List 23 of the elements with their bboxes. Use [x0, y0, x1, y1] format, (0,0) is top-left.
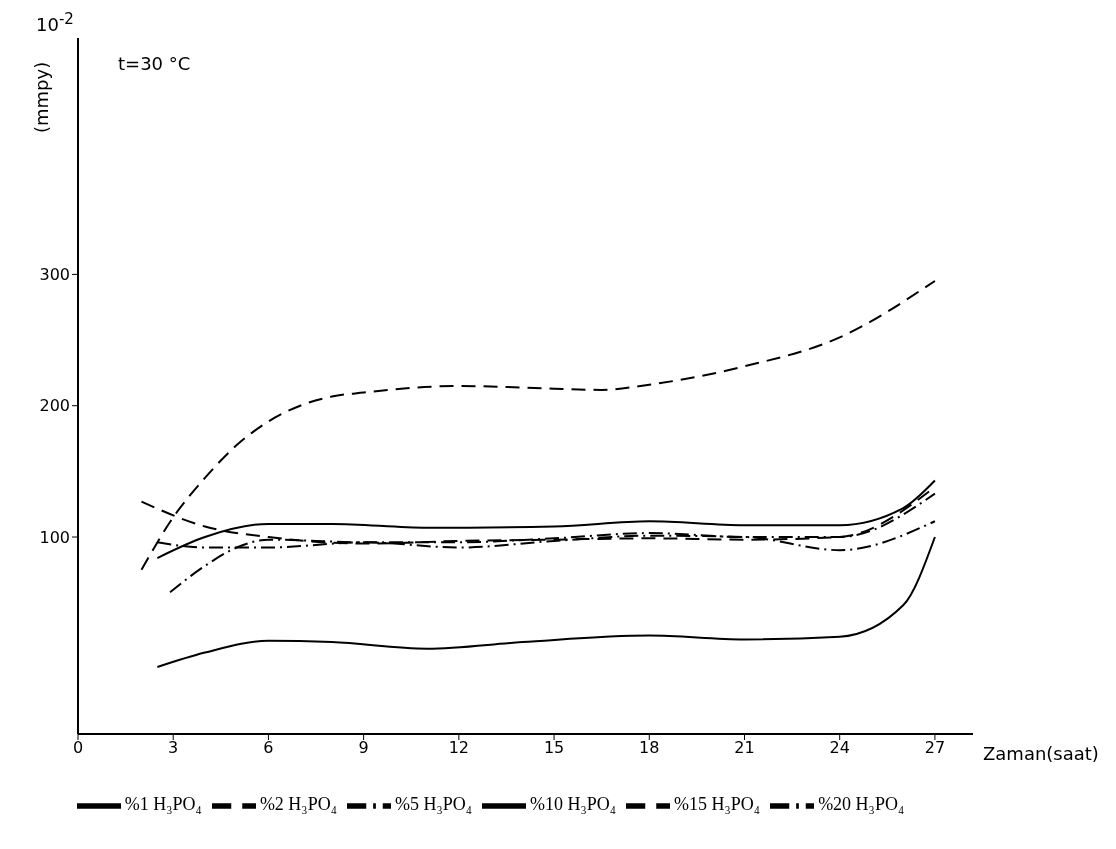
x-axis-title: Zaman(saat) [983, 743, 1099, 765]
x-tick-label: 0 [72, 738, 84, 758]
y-axis-title: (mmpy) [30, 61, 52, 133]
y-tick-label: 300 [39, 265, 70, 285]
x-tick-label: 12 [448, 738, 470, 758]
legend-label: %10 H₃PO₄ [530, 794, 617, 815]
legend-label: %20 H₃PO₄ [818, 794, 905, 815]
legend-label: %5 H₃PO₄ [394, 794, 472, 815]
text: 10$^{-2}$ [36, 10, 74, 35]
legend-label: %1 H₃PO₄ [124, 794, 202, 815]
legend-label: %2 H₃PO₄ [259, 794, 337, 815]
x-tick-label: 15 [543, 738, 565, 758]
x-tick-label: 9 [358, 738, 369, 758]
x-tick-label: 6 [263, 738, 274, 758]
legend-label: %15 H₃PO₄ [674, 794, 761, 815]
x-tick-label: 24 [829, 738, 850, 758]
x-tick-label: 27 [924, 738, 946, 758]
x-tick-label: 3 [168, 738, 179, 758]
x-tick-label: 21 [734, 738, 755, 758]
y-tick-label: 100 [39, 527, 70, 547]
annotation: t=30 °C [118, 53, 191, 74]
y-tick-label: 200 [39, 396, 70, 416]
x-tick-label: 18 [639, 738, 660, 758]
